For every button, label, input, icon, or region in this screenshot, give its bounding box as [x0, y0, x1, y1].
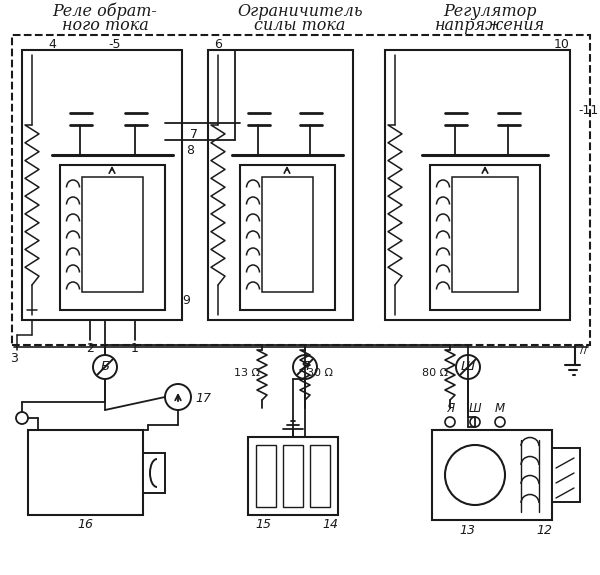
Text: 80 Ω: 80 Ω	[422, 367, 448, 378]
Text: 13 Ω: 13 Ω	[234, 367, 260, 378]
Bar	[256, 445, 276, 507]
Text: 7: 7	[190, 128, 198, 141]
Text: 10: 10	[554, 39, 570, 52]
Text: 2: 2	[86, 342, 94, 355]
Text: //: //	[580, 345, 587, 355]
Text: Ш: Ш	[461, 361, 475, 374]
Text: 1: 1	[131, 342, 139, 355]
Text: 16: 16	[77, 519, 93, 531]
Bar	[248, 437, 338, 515]
Bar	[262, 177, 313, 292]
Bar	[432, 430, 552, 520]
Text: 6: 6	[214, 39, 222, 52]
Bar	[240, 165, 335, 310]
Bar	[82, 177, 143, 292]
Bar	[22, 50, 182, 320]
Text: М: М	[495, 401, 505, 415]
Bar	[385, 50, 570, 320]
Text: -11: -11	[578, 104, 598, 117]
Text: Я: Я	[446, 401, 454, 415]
Bar	[452, 177, 518, 292]
Text: Б: Б	[100, 361, 110, 374]
Bar	[310, 445, 330, 507]
Text: Реле обрат-: Реле обрат-	[53, 3, 157, 21]
Text: 3: 3	[10, 351, 18, 365]
Bar	[28, 430, 143, 515]
Bar	[283, 445, 303, 507]
Text: 30 Ω: 30 Ω	[307, 367, 333, 378]
Text: 8: 8	[186, 144, 194, 156]
Text: 14: 14	[322, 519, 338, 531]
Bar	[552, 448, 580, 502]
Text: Регулятор: Регулятор	[443, 3, 537, 20]
Bar	[143, 453, 165, 493]
Text: 12: 12	[536, 523, 552, 536]
Bar	[208, 50, 353, 320]
Text: 4: 4	[48, 39, 56, 52]
Text: 15: 15	[255, 519, 271, 531]
Text: напряжения: напряжения	[435, 17, 545, 34]
Text: 9: 9	[182, 293, 190, 306]
Text: ного тока: ного тока	[62, 17, 148, 34]
Bar	[60, 165, 165, 310]
Text: силы тока: силы тока	[254, 17, 346, 34]
Bar	[12, 35, 590, 345]
Text: 13: 13	[459, 523, 475, 536]
Bar	[430, 165, 540, 310]
Text: Я: Я	[301, 361, 310, 374]
Text: -5: -5	[109, 39, 121, 52]
Text: 17: 17	[195, 393, 211, 405]
Text: Ш: Ш	[469, 401, 481, 415]
Text: Ограничитель: Ограничитель	[237, 3, 363, 20]
